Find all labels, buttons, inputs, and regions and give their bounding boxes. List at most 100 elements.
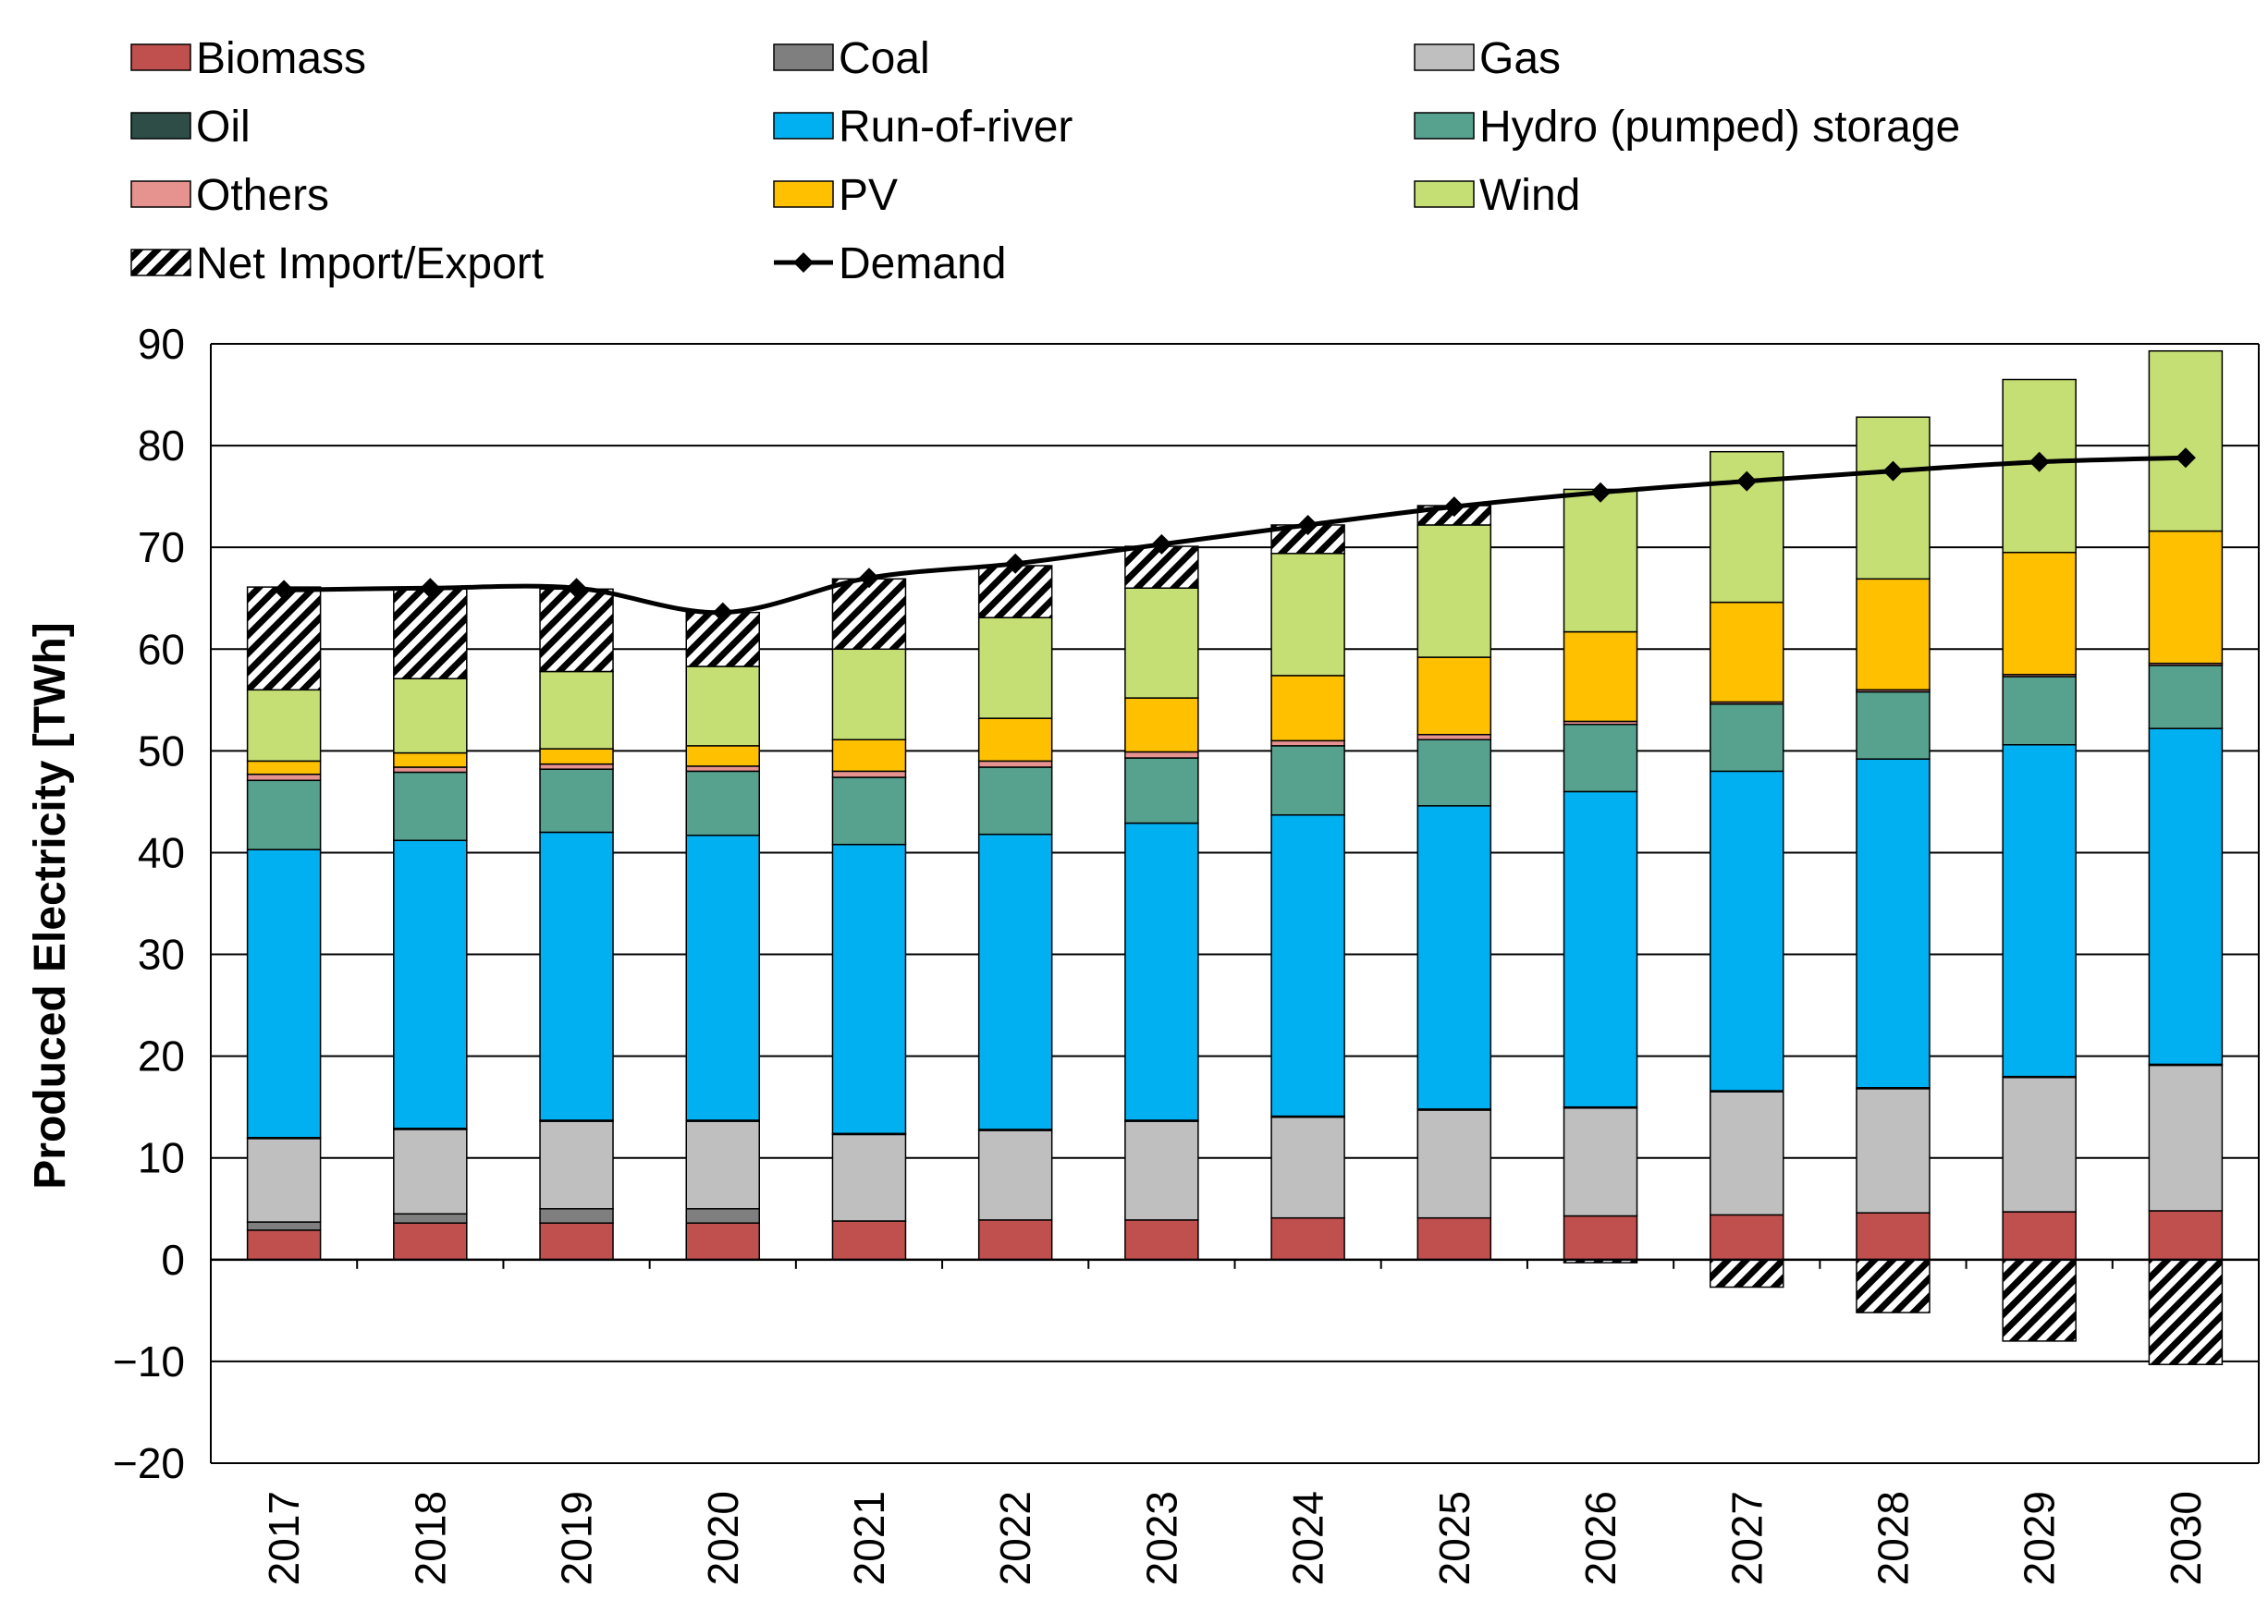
bar-net-import-export-2028 — [1856, 1259, 1931, 1313]
bar-gas-2025 — [1416, 1109, 1492, 1219]
bar-net-import-export-2030 — [2148, 1259, 2224, 1365]
bar-wind-2018 — [393, 678, 468, 754]
bar-run-of-river-2028 — [1856, 758, 1931, 1089]
legend-swatch-pv — [773, 180, 834, 208]
legend-marker-demand — [793, 252, 814, 273]
bar-net-import-export-2027 — [1710, 1259, 1784, 1288]
bar-wind-2028 — [1856, 416, 1931, 580]
legend-label-biomass: Biomass — [196, 34, 366, 83]
y-tick-label: 40 — [138, 828, 185, 876]
bar-hydro-pumped-storage-2025 — [1416, 739, 1492, 807]
bar-biomass-2025 — [1416, 1216, 1492, 1261]
bar-wind-2022 — [977, 617, 1053, 719]
legend-item-pv: PV — [773, 171, 898, 220]
bar-gas-2026 — [1563, 1107, 1638, 1217]
demand-point-2019 — [566, 578, 587, 599]
legend-swatch-oil — [130, 112, 191, 140]
demand-point-2021 — [858, 568, 879, 589]
x-tick-label-2018: 2018 — [406, 1491, 454, 1585]
y-tick-label: 50 — [138, 727, 185, 775]
y-tick-label: 60 — [138, 625, 185, 673]
bar-run-of-river-2026 — [1563, 790, 1638, 1108]
bar-gas-2028 — [1856, 1088, 1931, 1214]
bar-wind-2027 — [1710, 450, 1784, 604]
bar-biomass-2027 — [1710, 1214, 1784, 1261]
bar-wind-2024 — [1270, 553, 1345, 677]
x-tick-label-2020: 2020 — [699, 1491, 747, 1585]
bar-coal-2018 — [393, 1213, 468, 1224]
bar-gas-2029 — [2002, 1077, 2077, 1213]
demand-point-2023 — [1151, 533, 1172, 555]
bar-run-of-river-2021 — [831, 843, 907, 1135]
bar-pv-2028 — [1856, 578, 1931, 691]
bar-biomass-2029 — [2002, 1211, 2077, 1261]
bar-run-of-river-2018 — [393, 839, 468, 1129]
bar-pv-2030 — [2148, 530, 2224, 665]
legend-item-coal: Coal — [773, 34, 930, 83]
bar-others-2021 — [831, 770, 907, 778]
bar-others-2019 — [539, 763, 614, 770]
legend-label-wind: Wind — [1479, 171, 1580, 220]
legend-label-oil: Oil — [196, 103, 251, 152]
bar-gas-2022 — [977, 1129, 1053, 1221]
bar-hydro-pumped-storage-2026 — [1563, 723, 1638, 793]
bar-run-of-river-2020 — [685, 834, 760, 1121]
x-tick-label-2030: 2030 — [2162, 1491, 2210, 1585]
bar-run-of-river-2017 — [246, 849, 322, 1139]
bar-coal-2017 — [246, 1221, 322, 1231]
bar-biomass-2021 — [831, 1220, 907, 1261]
legend-label-gas: Gas — [1479, 34, 1561, 83]
y-tick-label: 90 — [138, 320, 185, 368]
x-tick-label-2027: 2027 — [1722, 1491, 1771, 1585]
bar-wind-2025 — [1416, 524, 1492, 658]
bar-biomass-2030 — [2148, 1210, 2224, 1261]
demand-point-2030 — [2175, 447, 2196, 469]
legend-swatch-hydro-pumped-storage — [1414, 112, 1475, 140]
plot-area — [246, 349, 2224, 1365]
bar-gas-2024 — [1270, 1116, 1345, 1219]
x-tick-label-2029: 2029 — [2016, 1491, 2064, 1585]
y-tick-label: 80 — [138, 421, 185, 470]
demand-point-2020 — [712, 602, 733, 623]
bar-gas-2018 — [393, 1129, 468, 1215]
x-tick-label-2026: 2026 — [1576, 1491, 1624, 1585]
bar-run-of-river-2022 — [977, 833, 1053, 1130]
bar-run-of-river-2029 — [2002, 744, 2077, 1078]
legend-item-others: Others — [130, 171, 329, 220]
legend-item-hydro-pumped-storage: Hydro (pumped) storage — [1414, 103, 1960, 152]
bar-pv-2020 — [685, 745, 760, 767]
legend-swatch-coal — [773, 43, 834, 71]
bar-hydro-pumped-storage-2023 — [1124, 757, 1199, 824]
legend-item-run-of-river: Run-of-river — [773, 103, 1073, 152]
x-tick-label-2017: 2017 — [260, 1491, 308, 1585]
bar-pv-2017 — [246, 760, 322, 775]
bar-pv-2021 — [831, 739, 907, 773]
bar-biomass-2026 — [1563, 1215, 1638, 1261]
legend-item-gas: Gas — [1414, 34, 1561, 83]
bar-run-of-river-2025 — [1416, 805, 1492, 1110]
legend-swatch-wind — [1414, 180, 1475, 208]
bar-pv-2029 — [2002, 551, 2077, 676]
bar-gas-2030 — [2148, 1064, 2224, 1212]
bar-gas-2027 — [1710, 1091, 1784, 1216]
gridlines — [211, 343, 2259, 1464]
demand-point-2022 — [1005, 553, 1026, 574]
bar-net-import-export-2018 — [393, 588, 468, 679]
demand-point-2026 — [1590, 482, 1612, 503]
bar-wind-2019 — [539, 670, 614, 750]
bar-net-import-export-2017 — [246, 586, 322, 691]
bar-biomass-2019 — [539, 1222, 614, 1261]
bar-hydro-pumped-storage-2018 — [393, 771, 468, 841]
bar-wind-2020 — [685, 665, 760, 747]
bar-hydro-pumped-storage-2024 — [1270, 745, 1345, 816]
legend: Biomass Coal Gas Oil Run-of-river Hydro (pump… — [130, 34, 1960, 288]
demand-point-2027 — [1736, 470, 1758, 492]
bar-hydro-pumped-storage-2019 — [539, 768, 614, 834]
demand-point-2017 — [274, 580, 295, 601]
demand-point-2025 — [1443, 496, 1465, 518]
bar-others-2022 — [977, 760, 1053, 768]
bar-pv-2019 — [539, 748, 614, 765]
bar-others-2018 — [393, 766, 468, 774]
x-tick-label-2021: 2021 — [845, 1491, 893, 1585]
